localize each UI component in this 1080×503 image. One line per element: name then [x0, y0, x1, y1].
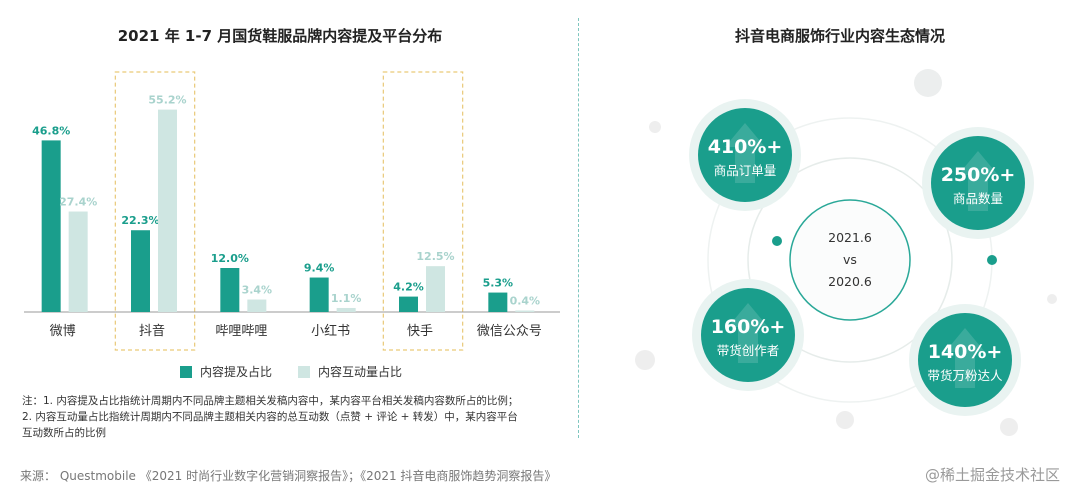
- bar-1-3: [336, 307, 356, 312]
- metric-bubble-2: [701, 288, 795, 382]
- decor-dot-1: [649, 121, 661, 133]
- legend-label-mentions: 内容提及占比: [200, 365, 273, 379]
- category-label-3: 小红书: [311, 323, 350, 339]
- category-label-4: 快手: [407, 324, 433, 339]
- decor-dot-3: [987, 255, 997, 265]
- bar-1-0: [68, 211, 88, 312]
- bar-0-1: [131, 230, 150, 312]
- data-label-1-1: 55.2%: [148, 94, 186, 107]
- left-chart-title: 2021 年 1-7 月国货鞋服品牌内容提及平台分布: [117, 27, 443, 45]
- decor-dot-7: [836, 411, 854, 429]
- chart-notes: 注：1. 内容提及占比指统计周期内不同品牌主题相关发稿内容中，某内容平台相关发稿…: [22, 393, 582, 441]
- category-label-2: 哔哩哔哩: [215, 324, 267, 339]
- data-label-1-0: 27.4%: [59, 196, 97, 209]
- center-text-2: vs: [843, 252, 857, 267]
- growth-arrow-icon: [958, 151, 998, 211]
- center-text-3: 2020.6: [828, 274, 872, 289]
- metric-value-0: 410%+: [708, 136, 783, 158]
- watermark: @稀土掘金技术社区: [924, 466, 1060, 484]
- decor-dot-6: [1000, 418, 1018, 436]
- decor-dot-5: [1047, 294, 1057, 304]
- bar-1-4: [426, 266, 445, 312]
- bar-0-5: [488, 292, 508, 312]
- legend-swatch-interactions: [298, 365, 311, 378]
- metric-label-1: 商品数量: [953, 191, 1003, 206]
- decor-dot-4: [635, 350, 655, 370]
- growth-arrow-icon: [725, 123, 765, 183]
- platform-bar-chart: 46.8% 27.4% 微博 22.3% 55.2% 抖音 12.0% 3.4% 哔哩哔哩 9.4…: [24, 71, 560, 351]
- bar-0-3: [309, 277, 329, 312]
- legend-item-mentions: 内容提及占比: [180, 363, 272, 380]
- data-label-0-0: 46.8%: [32, 124, 70, 137]
- decor-dot-2: [772, 236, 782, 246]
- metric-label-3: 带货万粉达人: [927, 368, 1003, 383]
- metric-value-2: 160%+: [711, 316, 786, 338]
- growth-arrow-icon: [728, 303, 768, 363]
- metric-value-3: 140%+: [928, 341, 1003, 363]
- category-label-1: 抖音: [139, 323, 165, 339]
- data-label-1-5: 0.4%: [510, 295, 541, 308]
- data-label-1-4: 12.5%: [416, 250, 454, 263]
- category-label-0: 微博: [50, 324, 76, 339]
- data-label-0-2: 12.0%: [211, 252, 249, 265]
- highlight-box-1: [114, 71, 196, 351]
- legend-item-interactions: 内容互动量占比: [298, 363, 402, 380]
- data-label-0-5: 5.3%: [483, 277, 514, 290]
- source-citation: 来源： Questmobile 《2021 时尚行业数字化营销洞察报告》；《20…: [20, 469, 557, 483]
- metric-bubble-1: [931, 136, 1025, 230]
- right-chart-title: 抖音电商服饰行业内容生态情况: [734, 27, 945, 45]
- center-circle: [789, 199, 911, 321]
- metric-label-0: 商品订单量: [714, 163, 777, 178]
- bar-1-5: [515, 310, 535, 312]
- data-label-0-1: 22.3%: [121, 214, 159, 227]
- data-label-0-3: 9.4%: [304, 262, 335, 275]
- bar-1-1: [158, 109, 177, 312]
- category-label-5: 微信公众号: [477, 324, 542, 339]
- bar-0-2: [220, 268, 240, 312]
- data-label-1-3: 1.1%: [331, 292, 362, 305]
- decor-dot-0: [914, 69, 942, 97]
- bar-chart-legend: 内容提及占比 内容互动量占比: [180, 363, 402, 380]
- metric-bubble-0: [698, 108, 792, 202]
- note-line-2: 2. 内容互动量占比指统计周期内不同品牌主题相关内容的总互动数（点赞 + 评论 …: [22, 411, 518, 423]
- legend-label-interactions: 内容互动量占比: [318, 365, 403, 379]
- ecosystem-diagram: 2021.6 vs 2020.6 410%+ 商品订单量 250%+ 商品数量 160%+ 带货…: [635, 69, 1057, 436]
- bar-0-0: [41, 140, 61, 312]
- legend-swatch-mentions: [180, 365, 192, 378]
- section-divider: [578, 18, 579, 438]
- bar-0-4: [399, 296, 418, 312]
- data-label-1-2: 3.4%: [242, 284, 273, 297]
- center-text-1: 2021.6: [828, 230, 872, 245]
- middle-ring: [747, 157, 953, 363]
- bar-1-2: [247, 299, 267, 312]
- note-line-1: 注：1. 内容提及占比指统计周期内不同品牌主题相关发稿内容中，某内容平台相关发稿…: [22, 395, 519, 407]
- data-label-0-4: 4.2%: [393, 281, 424, 294]
- note-line-3: 互动数所占的比例: [22, 427, 106, 439]
- metric-value-1: 250%+: [941, 164, 1016, 186]
- metric-bubble-3: [918, 313, 1012, 407]
- growth-arrow-icon: [945, 328, 985, 388]
- metric-label-2: 带货创作者: [717, 343, 780, 358]
- highlight-box-4: [382, 71, 464, 351]
